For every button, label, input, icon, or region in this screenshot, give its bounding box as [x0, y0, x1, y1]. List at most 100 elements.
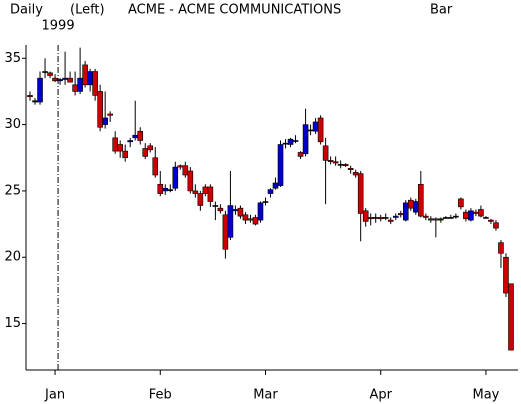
candle-body	[172, 166, 179, 189]
candle-body	[127, 140, 134, 143]
candle-body	[382, 217, 389, 219]
candle-body	[107, 113, 113, 116]
candle-body	[112, 137, 118, 152]
chart-title: ACME - ACME COMMUNICATIONS	[128, 3, 341, 18]
candle-body	[177, 165, 184, 168]
candle-body	[453, 215, 459, 218]
candle-body	[187, 170, 194, 192]
candle-body	[362, 210, 369, 222]
y-tick-label: 15	[4, 316, 21, 331]
candle-body	[418, 183, 424, 217]
candle-body	[182, 165, 189, 176]
candle-body	[167, 189, 174, 191]
scale-side: (Left)	[70, 3, 105, 18]
candle-body	[277, 144, 284, 186]
candle-body	[87, 71, 93, 86]
candle-body	[387, 219, 394, 222]
candle-body	[367, 217, 374, 220]
candle-body	[503, 256, 509, 294]
candle-body	[357, 173, 364, 214]
candle-body	[57, 79, 63, 82]
candle-body	[82, 64, 88, 86]
candle-body	[292, 140, 299, 142]
candle-body	[147, 145, 154, 151]
candle-body	[137, 130, 144, 141]
y-tick-label: 20	[4, 250, 21, 265]
candle-body	[227, 205, 234, 238]
candle-body	[67, 77, 73, 83]
x-tick-label: May	[472, 388, 499, 403]
candle-body	[272, 182, 279, 189]
y-tick-label: 25	[4, 183, 21, 198]
candle-body	[443, 217, 449, 219]
candle-body	[162, 187, 169, 192]
y-tick-label: 30	[4, 117, 21, 132]
candle-body	[217, 207, 224, 212]
candle-body	[267, 189, 274, 194]
candle-body	[317, 117, 324, 143]
candle-body	[347, 168, 354, 170]
style-label: Bar	[430, 3, 453, 18]
candle-body	[397, 213, 404, 216]
candle-body	[473, 211, 479, 214]
candle-body	[433, 218, 439, 221]
candle-body	[297, 152, 304, 157]
candle-body	[302, 124, 309, 155]
candle-body	[493, 222, 499, 229]
candle-body	[232, 209, 239, 212]
candle-body	[212, 205, 219, 207]
candle-body	[282, 142, 289, 145]
candle-body	[77, 77, 83, 92]
x-tick-label: Jan	[44, 388, 65, 403]
year-label: 1999	[42, 19, 75, 34]
candle-body	[423, 215, 429, 218]
candle-body	[352, 172, 359, 176]
candle-body	[407, 199, 414, 209]
candle-body	[402, 202, 409, 221]
candle-body	[257, 202, 264, 221]
candle-body	[152, 157, 159, 176]
candle-body	[122, 150, 129, 159]
candle-body	[332, 161, 339, 164]
candle-body	[322, 145, 329, 161]
candle-body	[463, 211, 469, 220]
x-tick-label: Mar	[253, 388, 278, 403]
candle-body	[197, 193, 204, 206]
candle-body	[478, 209, 484, 217]
candle-body	[27, 95, 33, 98]
candle-body	[202, 186, 209, 194]
candle-body	[448, 217, 454, 219]
candle-body	[52, 77, 58, 82]
candle-body	[237, 207, 244, 217]
candle-body	[97, 91, 103, 128]
candle-body	[337, 164, 344, 166]
candle-body	[222, 214, 229, 250]
candle-body	[207, 186, 214, 202]
candle-body	[132, 134, 139, 139]
candle-body	[372, 217, 379, 219]
candle-body	[157, 183, 164, 194]
candle-body	[488, 219, 494, 222]
candle-body	[72, 84, 78, 92]
candle-body	[287, 138, 294, 145]
x-tick-label: Feb	[149, 388, 172, 403]
candle-body	[508, 283, 514, 351]
candle-body	[37, 77, 43, 103]
candle-body	[92, 71, 98, 96]
candle-body	[117, 144, 123, 152]
candle-body	[262, 201, 269, 203]
candle-body	[498, 242, 504, 254]
candle-body	[252, 217, 259, 225]
candle-body	[32, 100, 38, 103]
candle-body	[342, 164, 349, 167]
candle-body	[312, 121, 319, 132]
candle-body	[102, 117, 108, 125]
candle-body	[377, 217, 384, 220]
y-tick-label: 35	[4, 51, 21, 66]
candle-body	[307, 129, 314, 132]
candle-body	[458, 198, 464, 208]
candle-body	[242, 214, 249, 221]
candle-body	[438, 218, 444, 221]
candle-body	[327, 160, 334, 163]
